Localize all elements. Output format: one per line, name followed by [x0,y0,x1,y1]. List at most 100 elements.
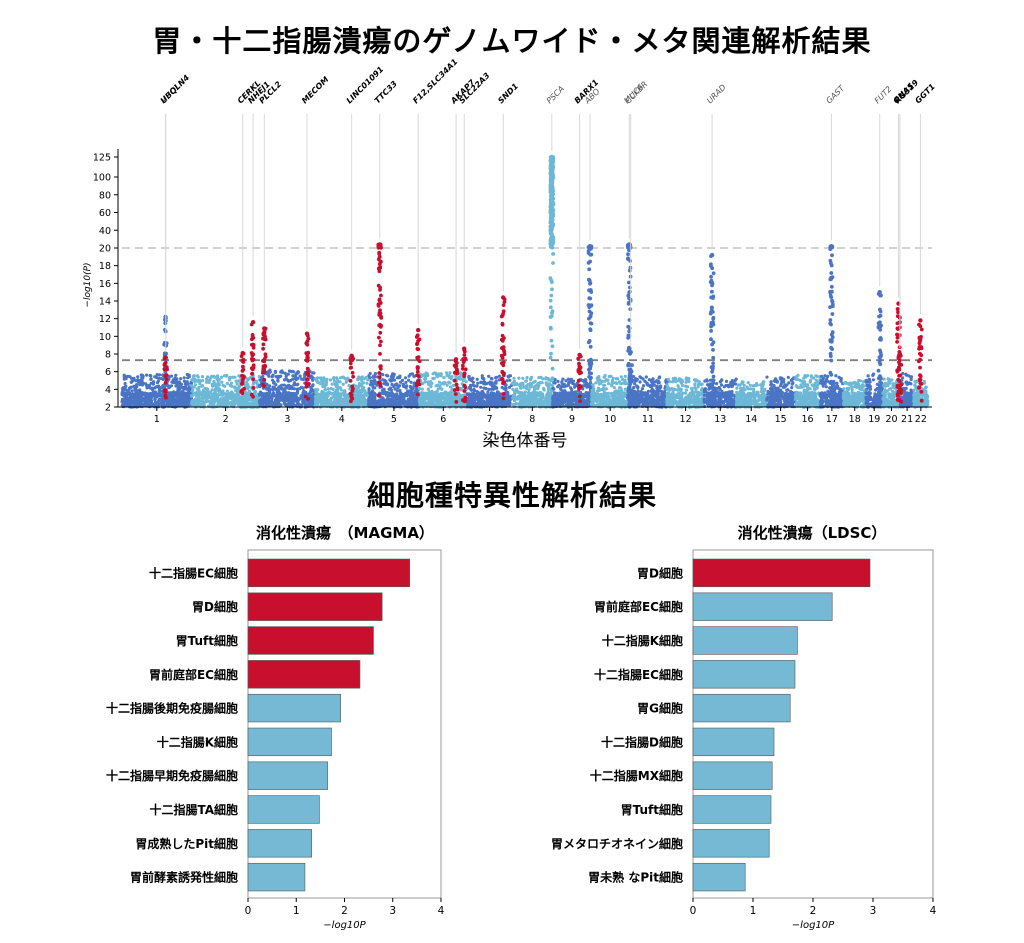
background-point [450,375,454,379]
background-point [336,398,340,402]
background-point [151,388,155,392]
background-point [274,383,278,387]
background-point [557,383,561,387]
background-point [216,377,221,382]
background-point [599,400,603,405]
background-point [260,392,265,397]
background-point [445,402,449,406]
background-point [174,404,178,408]
background-point [195,401,200,406]
background-point [190,378,194,382]
background-point [561,389,565,393]
background-point [494,376,498,380]
background-point [485,381,489,385]
background-point [471,395,475,399]
background-point [485,404,489,408]
background-point [459,394,463,399]
background-point [534,402,538,407]
background-point [697,380,701,384]
background-point [571,379,576,383]
background-point [547,396,552,400]
background-point [596,376,600,380]
background-point [651,397,656,402]
background-point [235,399,240,404]
background-point [564,397,568,401]
background-point [683,391,688,395]
background-point [201,379,205,383]
background-point [695,395,700,400]
background-point [343,400,347,404]
background-point [564,379,568,383]
background-point [477,399,481,403]
background-point [537,399,541,403]
background-point [271,373,275,377]
background-point [235,382,239,386]
background-point [271,400,275,404]
background-point [621,381,625,385]
background-point [216,381,220,385]
background-point [346,376,350,380]
background-point [480,398,484,403]
background-point [330,382,334,386]
background-point [406,389,410,393]
background-point [183,382,187,386]
background-point [575,403,579,407]
background-point [210,375,214,379]
background-point [529,377,533,381]
background-point [647,378,652,382]
background-point [138,400,142,404]
background-point [189,381,193,385]
background-point [673,376,677,380]
background-point [636,389,640,393]
background-point [270,395,274,399]
background-point [357,375,361,379]
background-point [658,398,662,402]
background-point [668,388,672,392]
background-point [553,396,557,400]
background-point [243,383,247,387]
background-point [284,402,289,407]
background-point [200,375,205,379]
background-point [150,392,155,397]
background-point [680,401,685,405]
background-point [381,378,385,382]
background-point [335,385,340,389]
background-point [581,379,586,383]
background-point [560,401,564,405]
background-point [708,378,713,382]
background-point [703,387,708,391]
background-point [192,374,196,378]
background-point [205,387,209,391]
background-point [332,379,337,383]
background-point [253,389,257,393]
background-point [729,394,733,398]
background-point [335,376,339,380]
background-point [724,383,728,388]
background-point [258,400,262,405]
background-point [267,374,271,378]
background-point [121,386,125,390]
background-point [360,387,364,391]
background-point [199,403,203,407]
background-point [423,377,427,381]
background-point [159,377,163,381]
background-point [125,375,129,379]
background-point [128,393,133,398]
background-point [184,398,188,402]
background-point [596,379,600,383]
background-point [120,399,124,404]
background-point [724,399,728,403]
background-point [728,391,732,395]
background-point [645,381,649,385]
background-point [295,391,299,395]
background-point [673,393,677,398]
background-point [338,380,342,384]
background-point [627,402,632,406]
background-point [173,394,178,398]
background-point [597,395,602,399]
background-point [311,384,315,388]
background-point [545,382,549,386]
background-point [283,387,287,391]
background-point [133,387,137,391]
background-point [193,392,198,397]
